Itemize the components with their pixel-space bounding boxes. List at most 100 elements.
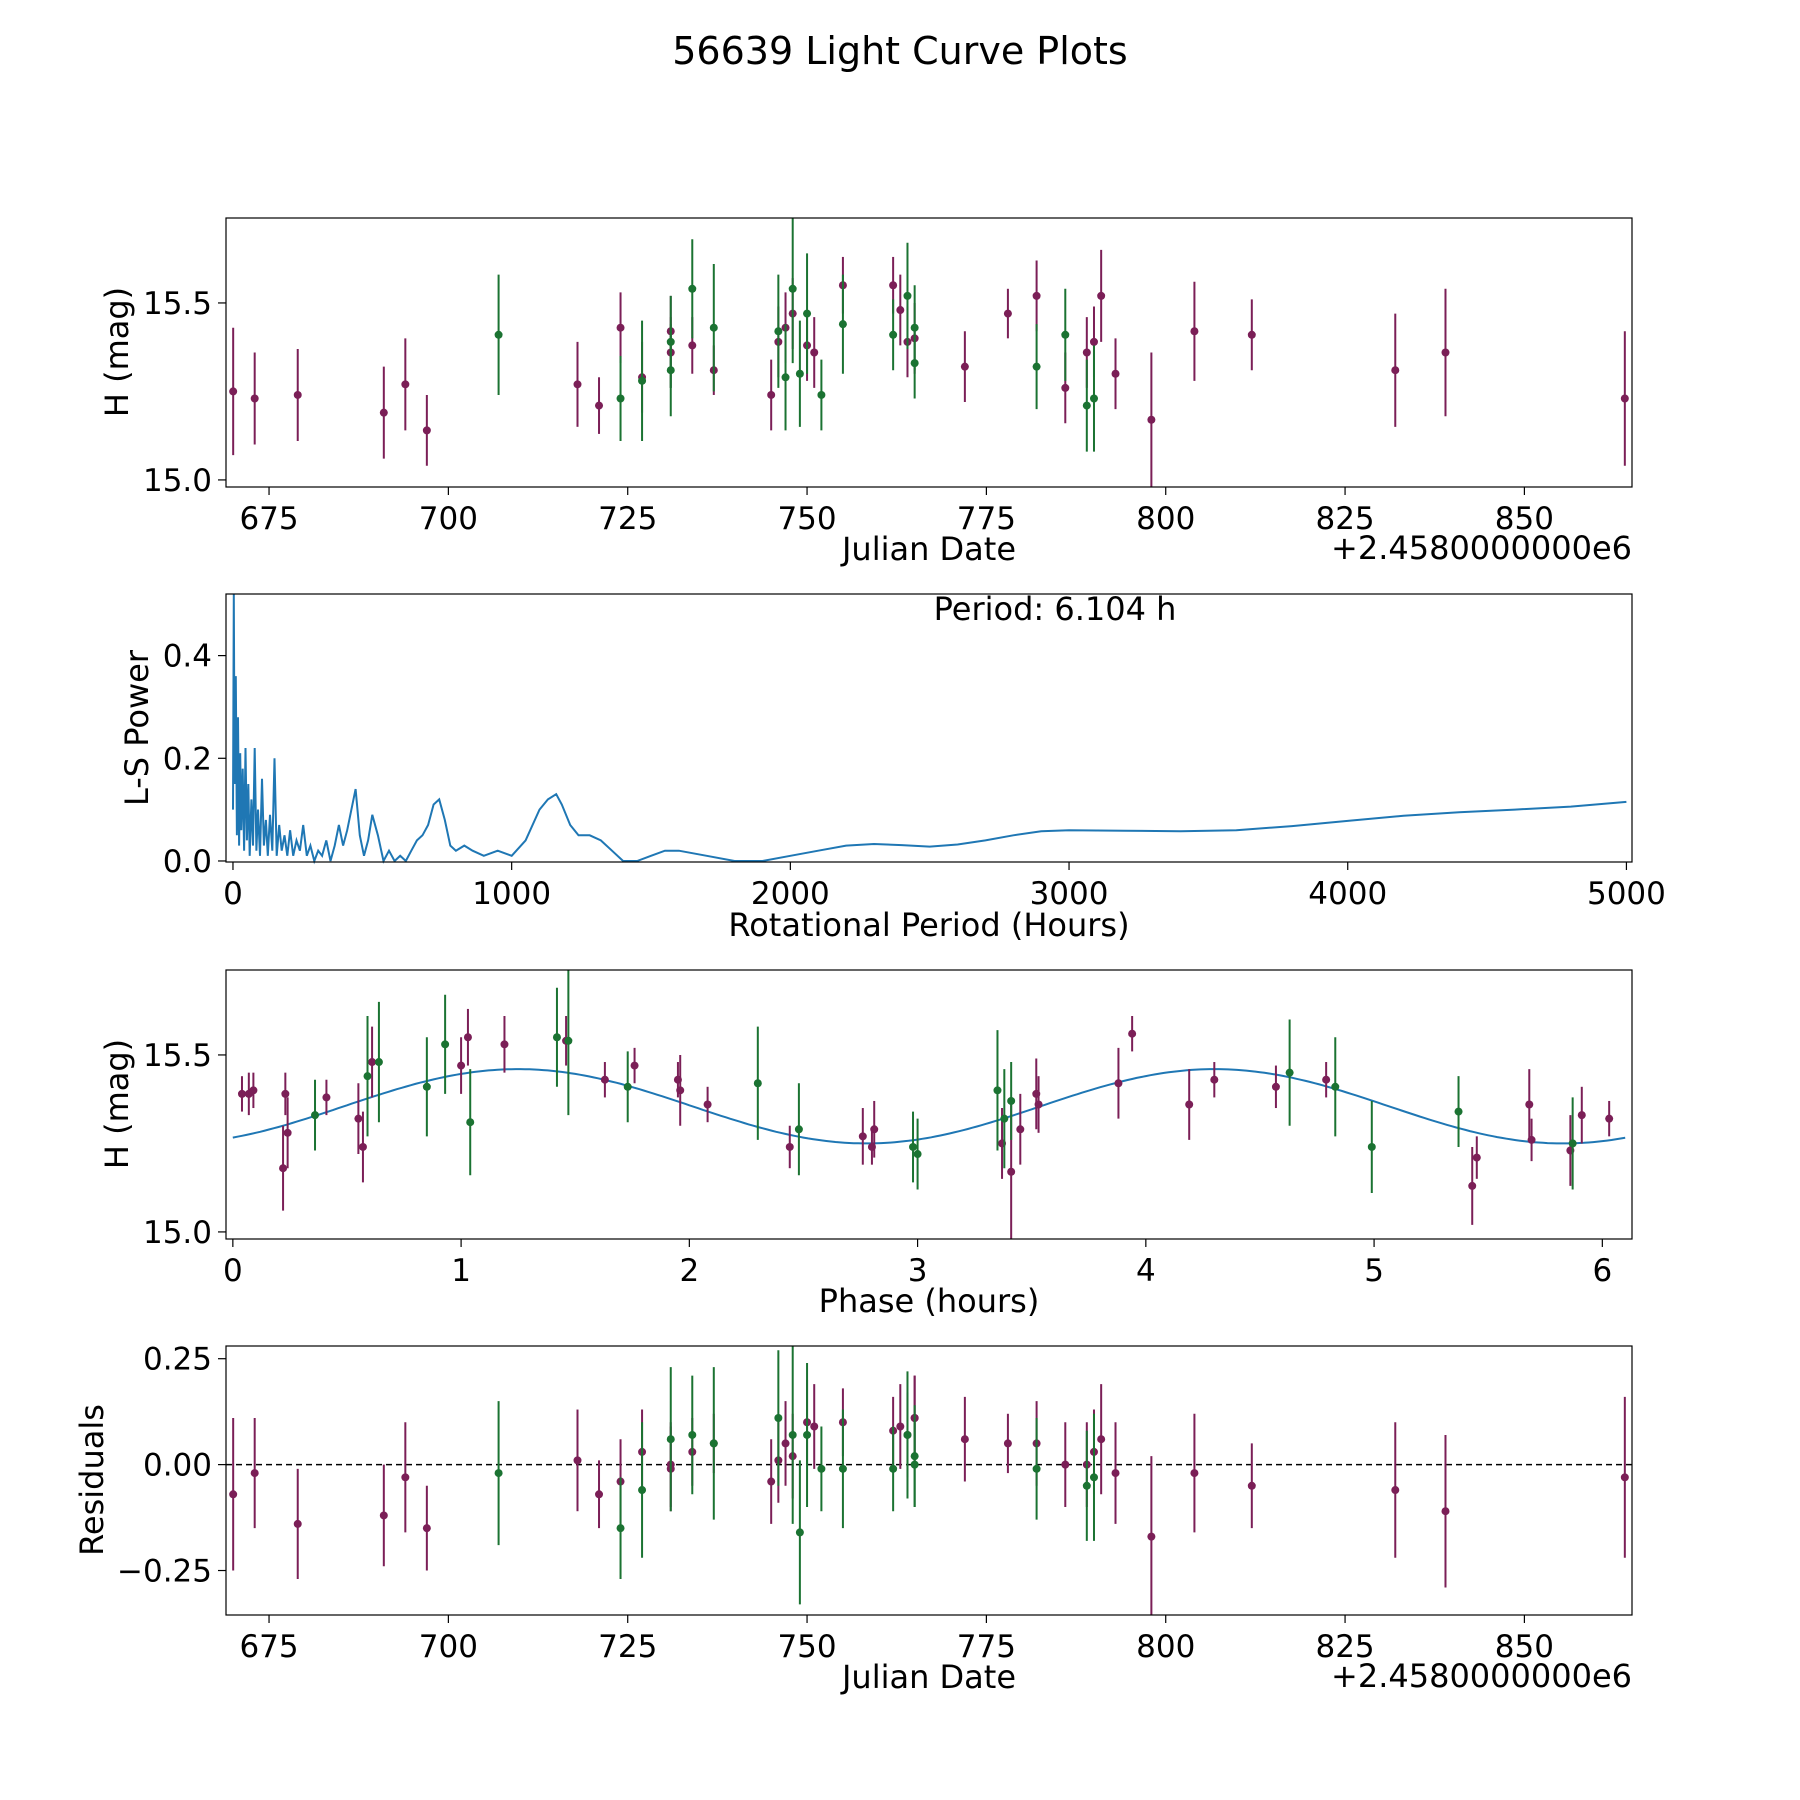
green-data-point <box>1089 394 1098 403</box>
purple-data-point <box>1082 348 1091 357</box>
purple-data-point <box>676 1086 685 1095</box>
lightcurve-x-tick-label: 775 <box>957 501 1016 537</box>
periodogram-x-tick-label: 4000 <box>1308 876 1387 912</box>
purple-data-point <box>870 1125 879 1134</box>
lightcurve-frame <box>225 217 1633 488</box>
green-data-point <box>1285 1068 1294 1077</box>
green-data-point <box>1061 330 1070 339</box>
purple-data-point <box>1190 1469 1199 1478</box>
phased-x-tick-label: 6 <box>1592 1253 1612 1289</box>
purple-data-point <box>616 323 625 332</box>
lightcurve-y-label: H (mag) <box>98 287 136 417</box>
purple-data-point <box>810 348 819 357</box>
green-data-point <box>753 1079 762 1088</box>
purple-data-point <box>1089 337 1098 346</box>
green-data-point <box>441 1040 450 1049</box>
purple-data-point <box>1247 330 1256 339</box>
purple-data-point <box>1527 1135 1536 1144</box>
green-data-point <box>638 376 647 385</box>
purple-data-point <box>1111 369 1120 378</box>
green-data-point <box>1000 1114 1009 1123</box>
purple-data-point <box>500 1040 509 1049</box>
periodogram-x-label: Rotational Period (Hours) <box>728 906 1129 944</box>
green-data-point <box>889 1464 898 1473</box>
green-data-point <box>564 1036 573 1045</box>
purple-data-point <box>960 1435 969 1444</box>
phased-y-tick-label: 15.0 <box>143 1215 212 1251</box>
purple-data-point <box>896 1422 905 1431</box>
purple-data-point <box>1525 1100 1534 1109</box>
lightcurve-x-label: Julian Date <box>840 530 1016 568</box>
purple-data-point <box>1097 1435 1106 1444</box>
phased-y-ticks: 15.0 15.5 <box>143 1038 226 1251</box>
figure-title: 56639 Light Curve Plots <box>672 29 1127 73</box>
green-data-point <box>794 1125 803 1134</box>
periodogram-y-tick-label: 0.2 <box>163 741 212 777</box>
residuals-y-tick-label: −0.25 <box>117 1554 212 1590</box>
phased-y-tick-label: 15.5 <box>143 1038 212 1074</box>
purple-data-point <box>1016 1125 1025 1134</box>
green-data-point <box>913 1150 922 1159</box>
phased-x-label: Phase (hours) <box>819 1282 1040 1320</box>
residuals-offset-label: +2.4580000000e6 <box>1331 1657 1632 1695</box>
green-data-point <box>993 1086 1002 1095</box>
purple-data-point <box>1247 1481 1256 1490</box>
purple-data-point <box>293 390 302 399</box>
purple-data-point <box>401 380 410 389</box>
purple-data-point <box>379 1511 388 1520</box>
purple-data-point <box>250 1469 259 1478</box>
purple-data-point <box>1097 291 1106 300</box>
purple-data-point <box>250 394 259 403</box>
purple-data-point <box>1605 1114 1614 1123</box>
phased-x-tick-label: 4 <box>1136 1253 1156 1289</box>
green-data-point <box>1454 1107 1463 1116</box>
green-data-point <box>910 1460 919 1469</box>
purple-data-point <box>229 1490 238 1499</box>
phased-panel: 0 1 2 3 4 5 6 15.0 15.5 Phase (hours) H (mag) <box>98 969 1633 1320</box>
purple-data-point <box>703 1100 712 1109</box>
periodogram-x-tick-label: 3000 <box>1030 876 1109 912</box>
purple-data-point <box>767 390 776 399</box>
lightcurve-x-tick-label: 700 <box>419 501 478 537</box>
purple-data-point <box>1391 366 1400 375</box>
green-data-point <box>838 320 847 329</box>
phased-frame <box>225 969 1633 1240</box>
purple-data-point <box>249 1086 258 1095</box>
lightcurve-x-tick-label: 825 <box>1315 501 1374 537</box>
residuals-x-label: Julian Date <box>840 1658 1016 1696</box>
purple-data-point <box>960 362 969 371</box>
green-data-point <box>552 1033 561 1042</box>
purple-data-point <box>283 1128 292 1137</box>
lightcurve-panel: 675 700 725 750 775 800 825 850 15.0 15.5 Julian… <box>98 217 1633 568</box>
residuals-x-tick-label: 850 <box>1495 1629 1554 1665</box>
purple-data-point <box>279 1164 288 1173</box>
purple-data-point <box>1210 1075 1219 1084</box>
purple-data-point <box>1061 1460 1070 1469</box>
residuals-x-tick-label: 775 <box>957 1629 1016 1665</box>
purple-data-point <box>1322 1075 1331 1084</box>
lightcurve-marks <box>229 218 1629 487</box>
periodogram-marks <box>232 593 1627 865</box>
purple-data-point <box>1147 415 1156 424</box>
lightcurve-x-tick-label: 800 <box>1136 501 1195 537</box>
green-data-point <box>838 1464 847 1473</box>
periodogram-x-tick-label: 5000 <box>1587 876 1666 912</box>
purple-data-point <box>229 387 238 396</box>
green-data-point <box>1331 1082 1340 1091</box>
lightcurve-x-tick-label: 850 <box>1495 501 1554 537</box>
purple-data-point <box>463 1033 472 1042</box>
purple-data-point <box>1128 1029 1137 1038</box>
green-data-point <box>422 1082 431 1091</box>
green-data-point <box>666 1435 675 1444</box>
lightcurve-y-tick-label: 15.5 <box>143 286 212 322</box>
purple-data-point <box>457 1061 466 1070</box>
phased-x-tick-label: 0 <box>223 1253 243 1289</box>
purple-data-point <box>1061 383 1070 392</box>
green-data-point <box>616 1524 625 1533</box>
purple-data-point <box>1034 1100 1043 1109</box>
green-data-point <box>638 1486 647 1495</box>
lightcurve-y-ticks: 15.0 15.5 <box>143 286 226 499</box>
phased-x-tick-label: 2 <box>679 1253 699 1289</box>
green-data-point <box>903 291 912 300</box>
residuals-frame <box>225 1345 1633 1616</box>
